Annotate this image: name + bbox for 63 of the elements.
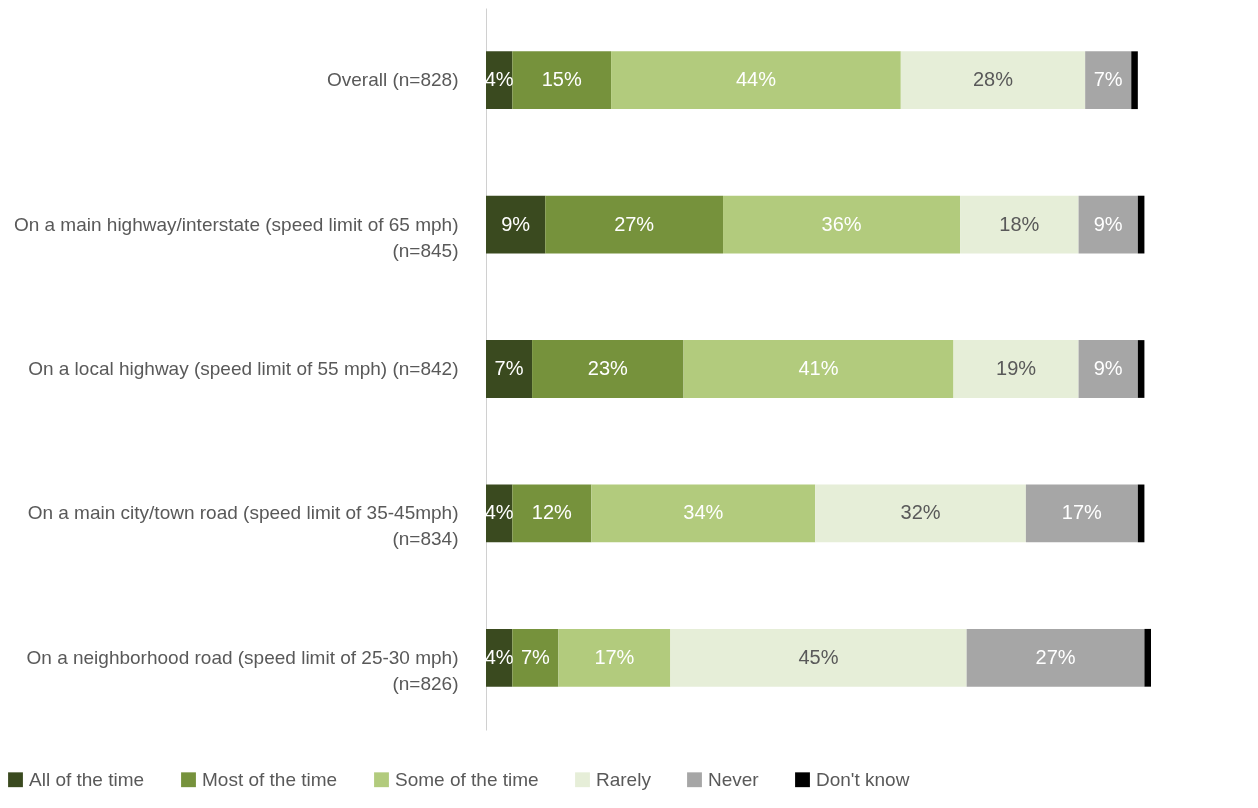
bar	[900, 51, 1086, 110]
legend-label: Rarely	[596, 768, 652, 790]
data-label: 34%	[683, 501, 724, 524]
bar	[1131, 51, 1138, 110]
data-label: 28%	[972, 68, 1014, 91]
bar	[512, 484, 592, 543]
bar	[545, 195, 724, 254]
bar	[1137, 484, 1145, 543]
bar	[966, 628, 1145, 687]
bar	[1078, 340, 1138, 398]
data-label: 9%	[1093, 357, 1123, 379]
bar	[512, 51, 612, 110]
bar	[723, 195, 961, 254]
data-label: 17%	[594, 645, 635, 668]
data-label: 27%	[614, 212, 655, 235]
data-label: 23%	[587, 357, 629, 379]
data-label: 41%	[798, 357, 839, 379]
data-label: 18%	[999, 212, 1040, 235]
legend-label: Most of the time	[202, 768, 338, 790]
data-label: 36%	[821, 212, 862, 235]
data-label: 4%	[484, 645, 514, 668]
y-tick-label: On a main city/town road (speed limit of 35-45mph) (n=834)	[27, 502, 459, 550]
legend-label: Never	[708, 768, 760, 790]
data-label: 44%	[735, 68, 777, 91]
bar	[611, 51, 901, 110]
bar	[815, 484, 1026, 543]
data-label: 9%	[1093, 212, 1123, 235]
bar	[486, 340, 533, 398]
data-label: 7%	[1093, 68, 1123, 91]
data-label: 9%	[501, 212, 531, 235]
bar	[1025, 484, 1138, 543]
legend-label: Don't know	[816, 768, 910, 790]
bar	[960, 195, 1079, 254]
bar	[670, 628, 967, 687]
bar	[1137, 195, 1145, 254]
bar	[512, 628, 559, 687]
bar	[1085, 51, 1132, 110]
bar	[558, 628, 671, 687]
legend-label: All of the time	[29, 768, 145, 790]
bar	[532, 340, 684, 398]
y-tick-label: Overall (n=828)	[327, 69, 459, 91]
y-tick-label: On a main highway/interstate (speed limit of 65 mph) (n=845)	[13, 213, 459, 261]
bar	[1137, 340, 1145, 398]
data-label: 7%	[520, 645, 551, 668]
data-label: 7%	[494, 357, 524, 379]
data-label: 19%	[996, 357, 1037, 379]
data-label: 27%	[1035, 645, 1076, 668]
bar	[1078, 195, 1138, 254]
y-tick-label: On a local highway (speed limit of 55 mph) (n=842)	[28, 358, 459, 379]
data-label: 4%	[484, 501, 514, 524]
bar	[591, 484, 816, 543]
bar	[486, 195, 546, 254]
bar	[683, 340, 954, 398]
data-label: 12%	[531, 501, 573, 524]
data-label: 15%	[541, 68, 582, 91]
data-label: 45%	[798, 645, 839, 668]
bar	[1144, 628, 1151, 687]
data-label: 32%	[900, 501, 941, 524]
y-tick-label: On a neighborhood road (speed limit of 25-30 mph) (n=826)	[26, 646, 459, 694]
legend-label: Some of the time	[395, 768, 539, 790]
data-label: 17%	[1061, 501, 1103, 524]
data-label: 4%	[484, 68, 514, 91]
bar	[953, 340, 1079, 398]
